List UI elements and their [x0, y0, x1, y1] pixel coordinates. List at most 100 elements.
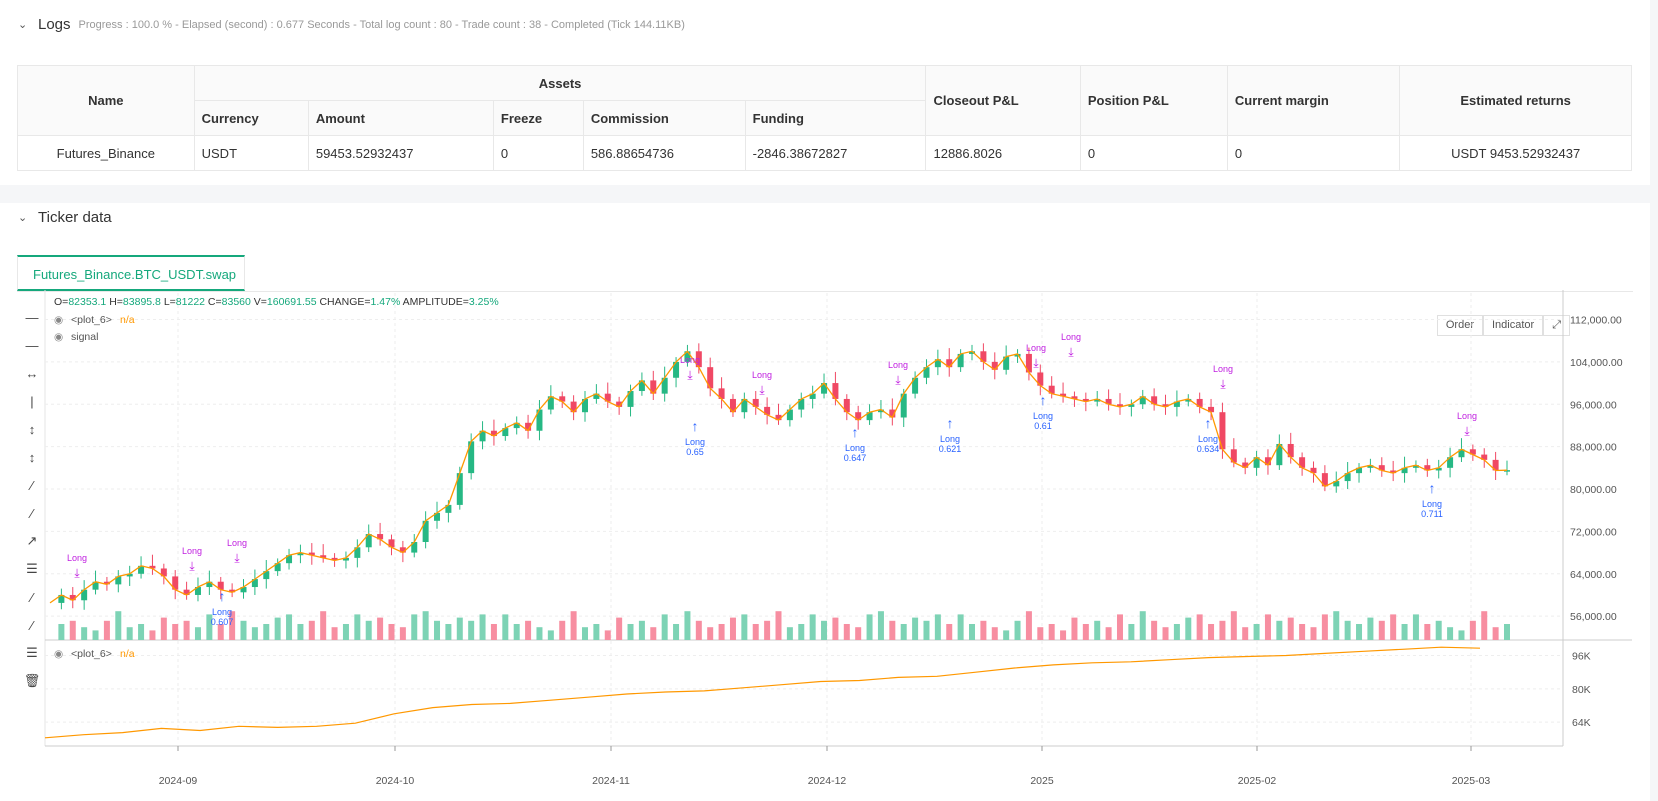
fullscreen-icon[interactable]: ⤢ — [1543, 315, 1570, 336]
price-line-icon[interactable]: ☰ — [26, 561, 38, 576]
table-row: Futures_Binance USDT 59453.52932437 0 58… — [17, 135, 1632, 171]
ruler-icon[interactable]: ☰ — [26, 645, 38, 660]
candle-body — [1367, 465, 1374, 468]
candle-body — [695, 351, 702, 368]
volume-bar — [58, 624, 65, 640]
price-tick-label: 104,000.00 — [1570, 357, 1623, 369]
fib-icon[interactable]: ∕ — [30, 617, 34, 633]
signal-buy-value: 0.634 — [1197, 444, 1220, 454]
candle-body — [81, 589, 88, 601]
volume-bar — [991, 627, 998, 640]
indicator-button[interactable]: Indicator — [1482, 315, 1544, 336]
volume-bar — [570, 611, 577, 640]
volume-bar — [627, 624, 634, 640]
price-tick-label: 72,000.00 — [1570, 526, 1617, 538]
volume-bar — [1151, 620, 1158, 640]
volume-bar — [1378, 620, 1385, 640]
candle-body — [1025, 353, 1032, 373]
volume-bar — [229, 611, 236, 640]
volume-bar — [1447, 627, 1454, 640]
candle-body — [650, 380, 657, 394]
volume-bar — [1208, 624, 1215, 640]
signal-sell-arrow: ⤓ — [1068, 345, 1074, 359]
candle-body — [1208, 406, 1215, 413]
chevron-down-icon[interactable]: ⌄ — [18, 212, 28, 224]
candle-body — [1458, 449, 1465, 458]
volume-bar — [741, 614, 748, 640]
candle-body — [1276, 443, 1283, 466]
candle-body — [1504, 470, 1510, 472]
logs-header[interactable]: ⌄ Logs Progress : 100.0 % - Elapsed (sec… — [18, 16, 685, 33]
volume-bar — [172, 624, 179, 640]
eye-icon[interactable]: ◉ — [54, 648, 63, 660]
candle-body — [126, 573, 133, 577]
candle-body — [1048, 385, 1055, 394]
candle-body — [980, 351, 987, 362]
volume-bar — [684, 611, 691, 640]
vertical-ray-icon[interactable]: ↕ — [28, 421, 36, 437]
volume-bar — [411, 614, 418, 640]
volume-bar — [1196, 614, 1203, 640]
assets-table: Name Assets Closeout P&L Position P&L Cu… — [17, 65, 1632, 171]
candle-body — [206, 581, 213, 588]
volume-bar — [1003, 630, 1010, 640]
signal-annotations: Long ⤓ Long ⤓ Long ⤓ Long ⤓ Long ⤓ Long ⤓ Long ⤓ Long ⤓… — [67, 332, 1477, 627]
trend-line-icon[interactable]: ∕ — [30, 477, 34, 493]
volume-bar — [1356, 624, 1363, 640]
candle-body — [1139, 396, 1146, 405]
volume-bar — [1128, 624, 1135, 640]
volume-bar — [388, 624, 395, 640]
candle-body — [1230, 449, 1237, 463]
candle-body — [877, 409, 884, 413]
candle-body — [1116, 404, 1123, 407]
candle-body — [513, 422, 520, 429]
volume-bar — [1310, 627, 1317, 640]
signal-sell-arrow: ⤓ — [759, 383, 765, 397]
candle-body — [320, 555, 327, 558]
volume-bar — [149, 630, 156, 640]
eye-icon[interactable]: ◉ — [54, 314, 63, 326]
order-button[interactable]: Order — [1436, 315, 1483, 336]
volume-bar — [1424, 624, 1431, 640]
vertical-segment-icon[interactable]: ↕ — [28, 449, 36, 465]
price-chart[interactable]: 112,000.00 104,000.00 96,000.00 88,000.00 80… — [0, 203, 1650, 801]
volume-bar — [786, 627, 793, 640]
trash-icon[interactable]: 🗑 — [23, 673, 41, 688]
horizontal-ray-icon[interactable]: — — [25, 309, 39, 325]
ticker-header[interactable]: ⌄ Ticker data — [18, 209, 112, 226]
logs-title: Logs — [38, 16, 71, 33]
candle-body — [240, 587, 247, 593]
sub-legend-value: n/a — [120, 648, 135, 660]
candle-body — [1071, 396, 1078, 399]
th-assets-group: Assets — [193, 65, 927, 101]
volume-bar — [1037, 627, 1044, 640]
signal-buy-label: Long — [685, 437, 705, 447]
tab-btc-usdt-swap[interactable]: Futures_Binance.BTC_USDT.swap — [17, 255, 245, 291]
candle-body — [729, 398, 736, 413]
parallel-channel-icon[interactable]: ∕ — [30, 589, 34, 605]
volume-bar — [912, 617, 919, 640]
candle-body — [331, 557, 338, 561]
volume-bar — [297, 624, 304, 640]
volume-bar — [1401, 624, 1408, 640]
vertical-line-icon[interactable]: | — [30, 393, 34, 409]
cell-returns: USDT 9453.52932437 — [1399, 135, 1632, 171]
candle-body — [92, 581, 99, 590]
signal-buy-label: Long — [1033, 411, 1053, 421]
eye-icon[interactable]: ◉ — [54, 331, 63, 343]
signal-sell-label: Long — [67, 553, 87, 563]
candle-body — [1344, 473, 1351, 482]
ray-line-icon[interactable]: ∕ — [30, 505, 34, 521]
candle-body — [809, 393, 816, 399]
candles — [58, 343, 1510, 610]
volume-bar — [559, 620, 566, 640]
volume-bar — [434, 620, 441, 640]
volume-bar — [1230, 611, 1237, 640]
th-margin: Current margin — [1226, 65, 1401, 136]
candle-body — [798, 398, 805, 410]
horizontal-line-icon[interactable]: — — [25, 337, 39, 353]
chevron-down-icon[interactable]: ⌄ — [18, 19, 28, 31]
segment-line-icon[interactable]: ↗ — [26, 533, 38, 548]
time-tick-label: 2024-09 — [159, 775, 198, 787]
horizontal-segment-icon[interactable]: ↔ — [25, 365, 39, 381]
